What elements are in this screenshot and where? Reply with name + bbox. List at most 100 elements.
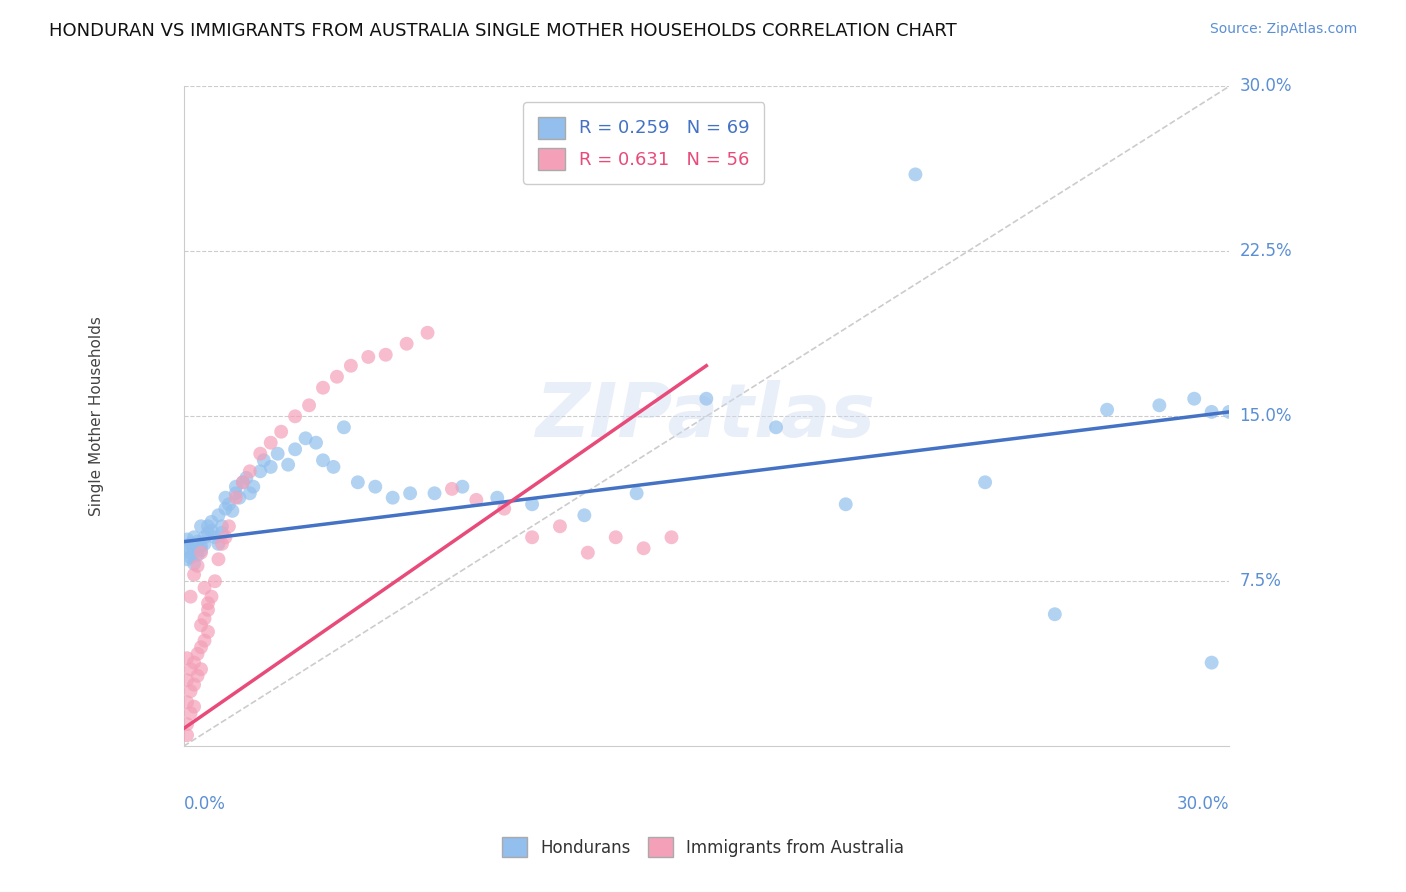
Point <box>180 537 202 551</box>
Point <box>1149 398 1171 412</box>
Legend: Hondurans, Immigrants from Australia: Hondurans, Immigrants from Australia <box>495 830 911 864</box>
Point <box>176 533 198 547</box>
Point <box>520 497 543 511</box>
Point <box>190 519 212 533</box>
Point <box>1095 402 1118 417</box>
Point <box>416 326 439 340</box>
Point <box>494 501 516 516</box>
Point <box>193 581 215 595</box>
Point <box>235 471 257 485</box>
Text: 0.0%: 0.0% <box>184 795 225 813</box>
Point <box>207 552 229 566</box>
Point <box>221 504 243 518</box>
Point <box>180 550 202 565</box>
Point <box>180 684 202 698</box>
Point <box>904 168 927 182</box>
Point <box>661 530 683 544</box>
Point <box>187 669 209 683</box>
Point <box>187 647 209 661</box>
Point <box>232 475 254 490</box>
Point <box>294 431 316 445</box>
Point <box>465 492 488 507</box>
Point <box>183 678 205 692</box>
Point <box>835 497 858 511</box>
Point <box>214 530 236 544</box>
Point <box>225 491 247 505</box>
Point <box>974 475 997 490</box>
Point <box>451 480 474 494</box>
Point <box>340 359 363 373</box>
Text: Single Mother Households: Single Mother Households <box>89 317 104 516</box>
Point <box>626 486 648 500</box>
Point <box>204 530 226 544</box>
Point <box>176 651 198 665</box>
Point <box>197 525 219 540</box>
Point <box>284 409 307 424</box>
Point <box>249 447 271 461</box>
Point <box>765 420 787 434</box>
Point <box>1201 656 1223 670</box>
Point <box>253 453 276 467</box>
Point <box>270 425 292 439</box>
Point <box>218 519 240 533</box>
Point <box>305 435 328 450</box>
Text: ZIPatlas: ZIPatlas <box>536 380 876 453</box>
Point <box>211 537 233 551</box>
Point <box>187 558 209 573</box>
Point <box>548 519 571 533</box>
Point <box>574 508 596 523</box>
Point <box>183 656 205 670</box>
Point <box>200 524 222 538</box>
Point <box>399 486 422 500</box>
Point <box>197 519 219 533</box>
Point <box>180 662 202 676</box>
Point <box>190 543 212 558</box>
Point <box>211 519 233 533</box>
Point <box>183 567 205 582</box>
Point <box>347 475 370 490</box>
Point <box>633 541 655 556</box>
Point <box>176 541 198 556</box>
Point <box>232 475 254 490</box>
Point <box>207 508 229 523</box>
Point <box>239 464 262 478</box>
Point <box>176 717 198 731</box>
Point <box>381 491 404 505</box>
Point <box>576 546 599 560</box>
Point <box>190 662 212 676</box>
Point <box>440 482 463 496</box>
Point <box>326 369 349 384</box>
Text: 7.5%: 7.5% <box>1240 573 1281 591</box>
Text: 30.0%: 30.0% <box>1240 78 1292 95</box>
Point <box>197 603 219 617</box>
Point <box>312 453 335 467</box>
Point <box>225 486 247 500</box>
Point <box>267 447 290 461</box>
Point <box>1043 607 1066 622</box>
Point <box>218 497 240 511</box>
Point <box>214 501 236 516</box>
Point <box>193 530 215 544</box>
Point <box>1201 405 1223 419</box>
Point <box>187 534 209 549</box>
Text: 30.0%: 30.0% <box>1177 795 1229 813</box>
Point <box>239 486 262 500</box>
Point <box>197 596 219 610</box>
Point <box>190 539 212 553</box>
Text: 15.0%: 15.0% <box>1240 408 1292 425</box>
Text: 22.5%: 22.5% <box>1240 243 1292 260</box>
Point <box>364 480 387 494</box>
Point <box>695 392 717 406</box>
Point <box>260 435 283 450</box>
Point <box>395 336 418 351</box>
Text: HONDURAN VS IMMIGRANTS FROM AUSTRALIA SINGLE MOTHER HOUSEHOLDS CORRELATION CHART: HONDURAN VS IMMIGRANTS FROM AUSTRALIA SI… <box>49 22 957 40</box>
Point <box>187 548 209 562</box>
Point <box>374 348 396 362</box>
Point <box>204 574 226 589</box>
Point <box>211 525 233 540</box>
Point <box>183 530 205 544</box>
Point <box>183 557 205 571</box>
Point <box>277 458 299 472</box>
Point <box>214 491 236 505</box>
Point <box>423 486 446 500</box>
